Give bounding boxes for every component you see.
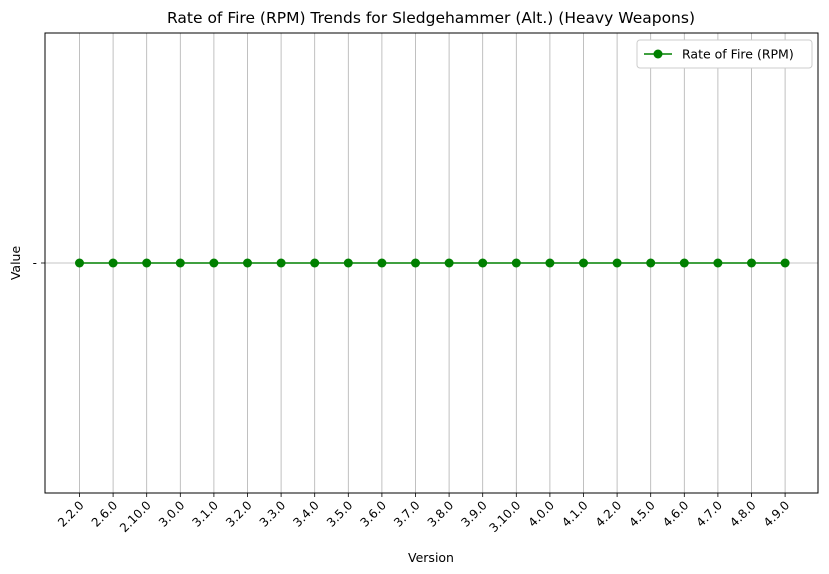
legend-box: [636, 39, 813, 69]
data-point: [310, 258, 320, 268]
data-point: [75, 258, 84, 268]
data-point: [780, 258, 790, 268]
legend-marker-swatch: [653, 49, 663, 59]
y-tick-label: -: [33, 256, 37, 270]
data-point: [444, 258, 454, 268]
data-point: [478, 258, 488, 268]
x-axis-label: Version: [408, 550, 454, 565]
data-point: [209, 258, 219, 268]
data-point: [713, 258, 723, 268]
data-point: [276, 258, 286, 268]
data-point: [545, 258, 555, 268]
data-point: [108, 258, 118, 268]
data-point: [646, 258, 656, 268]
data-point: [612, 258, 622, 268]
y-axis-label: Value: [8, 246, 23, 281]
data-point: [243, 258, 252, 268]
data-point: [175, 258, 185, 268]
data-point: [411, 258, 420, 268]
chart-title: Rate of Fire (RPM) Trends for Sledgehamm…: [167, 9, 695, 27]
legend-label: Rate of Fire (RPM): [682, 47, 794, 62]
series-layer: [75, 258, 790, 268]
data-point: [377, 258, 387, 268]
data-point: [511, 258, 521, 268]
legend: Rate of Fire (RPM): [636, 39, 813, 69]
y-axis-ticks: -: [33, 256, 45, 270]
data-point: [679, 258, 689, 268]
data-point: [142, 258, 152, 268]
data-point: [343, 258, 353, 268]
data-point: [747, 258, 756, 268]
data-point: [579, 258, 588, 268]
